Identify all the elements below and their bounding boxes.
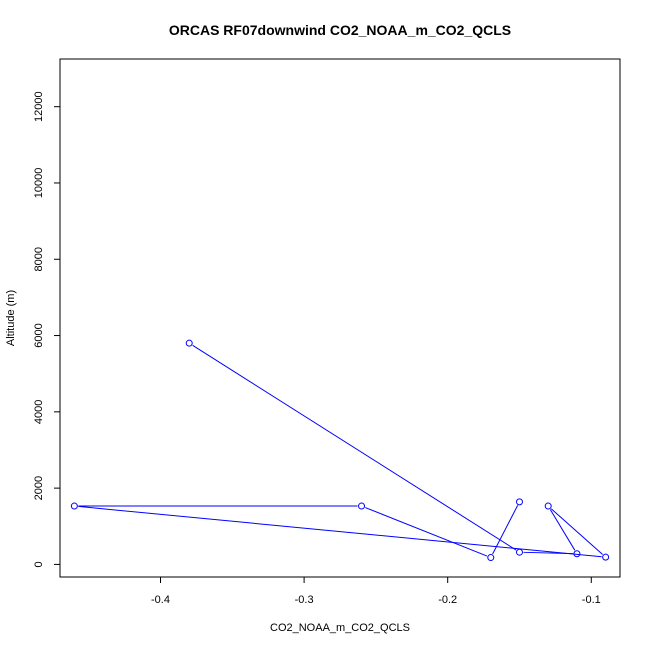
series-segment: [492, 505, 519, 555]
y-axis: 0 2000 4000 6000 8000 10000 12000: [33, 91, 61, 567]
y-tick-label: 2000: [33, 476, 45, 500]
data-point: [515, 548, 523, 556]
data-point: [602, 553, 610, 561]
data-point: [487, 554, 495, 562]
y-tick-label: 10000: [33, 168, 45, 199]
data-point: [544, 502, 552, 510]
series-segment: [549, 509, 576, 551]
series-line: [78, 344, 603, 558]
series-segment: [78, 505, 602, 558]
data-point: [358, 502, 366, 510]
x-axis-label: CO2_NOAA_m_CO2_QCLS: [270, 622, 410, 634]
y-tick-label: 4000: [33, 400, 45, 424]
data-point: [70, 502, 78, 510]
y-tick-label: 8000: [33, 247, 45, 271]
y-axis-label: Altitude (m): [5, 290, 17, 346]
y-tick-label: 0: [33, 561, 45, 567]
data-point: [515, 498, 523, 506]
plot-frame: [59, 58, 621, 578]
x-tick-label: -0.1: [582, 594, 601, 606]
y-tick-label: 6000: [33, 323, 45, 347]
series-segment: [550, 508, 603, 555]
chart-title: ORCAS RF07downwind CO2_NOAA_m_CO2_QCLS: [169, 22, 511, 38]
series-markers: [70, 339, 610, 562]
series-segment: [365, 507, 488, 557]
data-point: [185, 339, 193, 347]
x-tick-label: -0.4: [151, 594, 170, 606]
series-segment: [192, 344, 517, 551]
y-tick-label: 12000: [33, 91, 45, 122]
x-tick-label: -0.3: [295, 594, 314, 606]
x-axis: -0.4 -0.3 -0.2 -0.1: [151, 576, 601, 606]
data-point: [573, 550, 581, 558]
x-tick-label: -0.2: [438, 594, 457, 606]
